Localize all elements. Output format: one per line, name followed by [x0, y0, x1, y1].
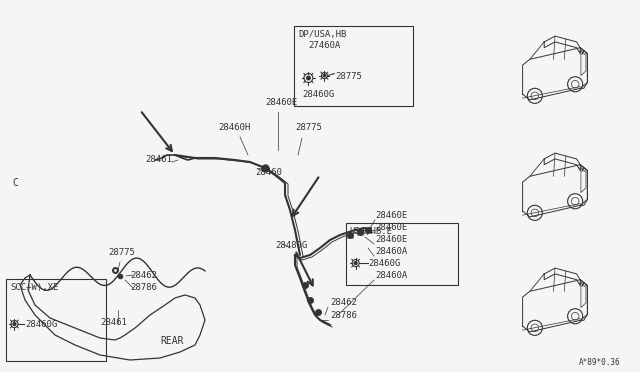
- Bar: [6, 279, 106, 361]
- Text: USA,HB.E: USA,HB.E: [349, 227, 392, 236]
- Bar: [294, 26, 413, 106]
- Text: 28460G: 28460G: [303, 90, 335, 99]
- Text: DP/USA,HB: DP/USA,HB: [298, 30, 347, 39]
- Text: 28775: 28775: [108, 248, 135, 257]
- Text: 28460E: 28460E: [375, 235, 407, 244]
- Text: 28461: 28461: [145, 155, 172, 164]
- Text: 28460E: 28460E: [375, 223, 407, 232]
- Circle shape: [354, 262, 357, 264]
- Circle shape: [307, 76, 310, 80]
- Text: REAR: REAR: [160, 336, 184, 346]
- Text: 28786: 28786: [130, 283, 157, 292]
- Text: 28460: 28460: [255, 168, 282, 177]
- Text: 28460E: 28460E: [375, 211, 407, 220]
- Circle shape: [13, 323, 16, 326]
- Text: 28460H: 28460H: [218, 123, 250, 132]
- Text: 27460A: 27460A: [308, 41, 340, 50]
- Text: 28462: 28462: [330, 298, 357, 307]
- Text: 28462: 28462: [130, 271, 157, 280]
- Text: 28775: 28775: [295, 123, 322, 132]
- Text: 28461: 28461: [100, 318, 127, 327]
- Text: A*89*0.36: A*89*0.36: [579, 358, 620, 367]
- Text: C: C: [13, 178, 19, 188]
- Text: 28786: 28786: [330, 311, 357, 320]
- Circle shape: [323, 74, 326, 77]
- Text: 28460A: 28460A: [375, 247, 407, 256]
- Bar: [346, 223, 458, 285]
- Text: 28460G: 28460G: [26, 320, 58, 329]
- Text: 28775: 28775: [335, 72, 362, 81]
- Text: 28460A: 28460A: [375, 271, 407, 280]
- Text: 28460G: 28460G: [369, 259, 401, 268]
- Text: 28460E: 28460E: [265, 98, 297, 107]
- Text: SCC+W),XE: SCC+W),XE: [10, 283, 59, 292]
- Text: 28480G: 28480G: [275, 241, 307, 250]
